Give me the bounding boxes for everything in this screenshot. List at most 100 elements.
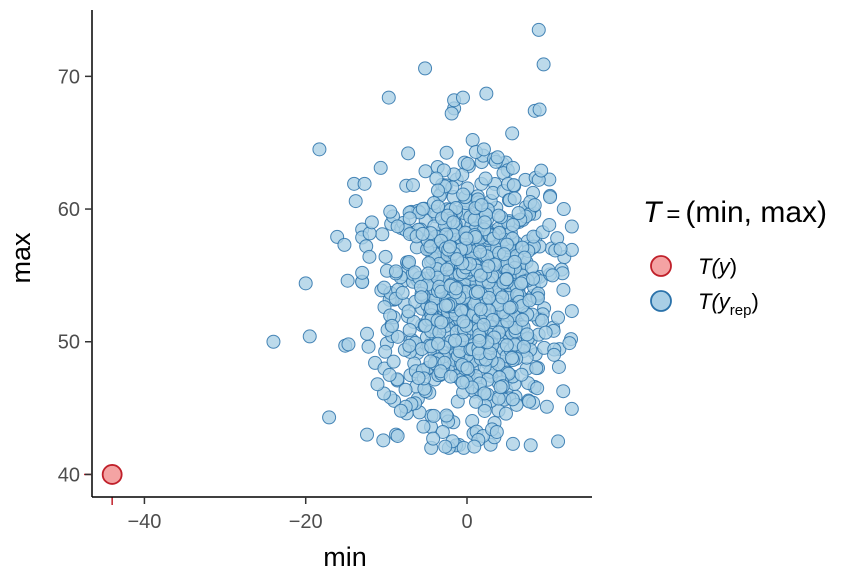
data-point-yrep xyxy=(360,326,374,341)
data-point-yrep xyxy=(476,142,491,157)
data-point-yrep xyxy=(370,377,385,392)
data-point-yrep xyxy=(361,339,376,354)
data-point-yrep xyxy=(337,237,352,252)
y-axis-ticks: 40 50 60 70 xyxy=(58,66,92,486)
data-point-yrep xyxy=(450,252,465,267)
data-point-yrep xyxy=(418,164,433,179)
data-point-yrep xyxy=(378,344,393,359)
data-point-yrep xyxy=(438,439,453,454)
data-point-yrep xyxy=(459,231,474,246)
data-point-yrep xyxy=(505,126,520,141)
data-point-yrep xyxy=(551,434,566,449)
data-point-yrep xyxy=(564,219,579,234)
data-point-yrep xyxy=(438,298,453,313)
data-point-yrep xyxy=(527,198,542,213)
data-point-yrep xyxy=(497,247,512,262)
data-point-yrep xyxy=(390,219,405,234)
data-point-yrep xyxy=(424,301,439,316)
data-point-yrep xyxy=(502,300,517,315)
data-point-yrep xyxy=(439,408,454,423)
legend-title-rest: (min, max) xyxy=(685,196,827,229)
data-point-yrep xyxy=(378,249,393,264)
y-tick-label: 50 xyxy=(58,332,80,354)
data-point-yrep xyxy=(435,424,450,439)
data-point-yrep xyxy=(398,382,413,397)
data-point-yrep xyxy=(312,142,327,157)
data-point-yrep xyxy=(556,384,571,399)
data-point-yrep xyxy=(514,367,529,382)
data-point-yrep xyxy=(402,338,417,353)
data-point-yrep xyxy=(401,304,416,319)
legend-key-tyrep xyxy=(650,290,672,312)
data-point-yrep xyxy=(547,347,562,362)
data-point-yrep xyxy=(529,361,544,376)
data-point-yrep xyxy=(522,293,537,308)
data-point-yrep xyxy=(426,408,441,423)
data-point-yrep xyxy=(355,265,370,280)
data-point-yrep xyxy=(499,338,514,353)
data-point-yrep xyxy=(423,239,438,254)
data-point-yrep xyxy=(386,354,401,369)
legend-title: T = (min, max) xyxy=(643,196,827,229)
data-point-yrep xyxy=(340,273,355,288)
data-point-yrep xyxy=(456,314,471,329)
data-point-yrep xyxy=(556,202,571,217)
data-point-yrep xyxy=(564,304,579,319)
x-axis-ticks: −40 −20 0 xyxy=(127,497,473,533)
data-point-yrep xyxy=(514,276,529,291)
data-point-yrep xyxy=(385,318,399,333)
data-point-yrep xyxy=(492,225,507,240)
data-point-yrep xyxy=(440,262,455,277)
data-point-yrep xyxy=(507,254,522,269)
data-point-yrep xyxy=(495,290,510,305)
data-point-yrep xyxy=(465,133,480,148)
data-point-yrep xyxy=(460,156,475,171)
data-point-yrep xyxy=(551,359,566,374)
data-point-yrep xyxy=(536,57,551,72)
data-point-yrep xyxy=(473,302,488,317)
data-point-yrep xyxy=(373,160,388,175)
data-point-yrep xyxy=(472,333,487,348)
data-point-yrep xyxy=(505,436,520,451)
legend-key-ty xyxy=(650,255,672,277)
y-tick-label: 60 xyxy=(58,199,80,221)
data-point-yrep xyxy=(479,86,494,101)
data-point-yrep xyxy=(348,194,363,209)
data-point-yrep xyxy=(516,339,531,354)
data-point-yrep xyxy=(341,337,356,352)
data-point-yrep xyxy=(434,315,449,330)
data-point-yrep xyxy=(553,241,568,256)
data-point-yrep xyxy=(535,313,550,328)
data-point-yrep xyxy=(377,280,392,295)
data-point-yrep xyxy=(539,399,554,414)
data-point-yrep xyxy=(393,403,408,418)
x-tick-label: 0 xyxy=(461,511,472,533)
data-point-yrep xyxy=(520,327,535,342)
data-point-yrep xyxy=(490,150,505,165)
data-point-yrep xyxy=(415,226,430,241)
data-point-yrep xyxy=(382,367,397,382)
data-point-yrep xyxy=(505,160,520,175)
data-point-yrep xyxy=(530,381,545,396)
data-point-yrep xyxy=(401,146,416,161)
y-tick-label: 40 xyxy=(58,464,80,486)
data-point-yrep xyxy=(395,285,410,300)
data-point-yrep xyxy=(298,276,313,291)
data-point-yrep xyxy=(545,268,560,283)
legend-label-ty: T(y) xyxy=(698,254,737,279)
data-point-yrep xyxy=(302,329,317,344)
data-point-yrep xyxy=(411,370,426,385)
legend-title-symbol: T xyxy=(643,196,664,229)
data-point-yrep xyxy=(469,394,484,409)
data-point-yrep xyxy=(505,392,520,407)
data-point-yrep xyxy=(511,206,526,221)
data-point-yrep xyxy=(534,163,549,178)
data-point-yrep xyxy=(506,178,521,193)
data-point-yrep xyxy=(444,106,459,121)
data-point-yrep xyxy=(564,401,579,416)
data-point-yrep xyxy=(556,282,571,297)
data-point-yrep xyxy=(360,427,374,442)
data-point-yrep xyxy=(455,90,470,105)
data-point-yrep xyxy=(515,312,530,327)
